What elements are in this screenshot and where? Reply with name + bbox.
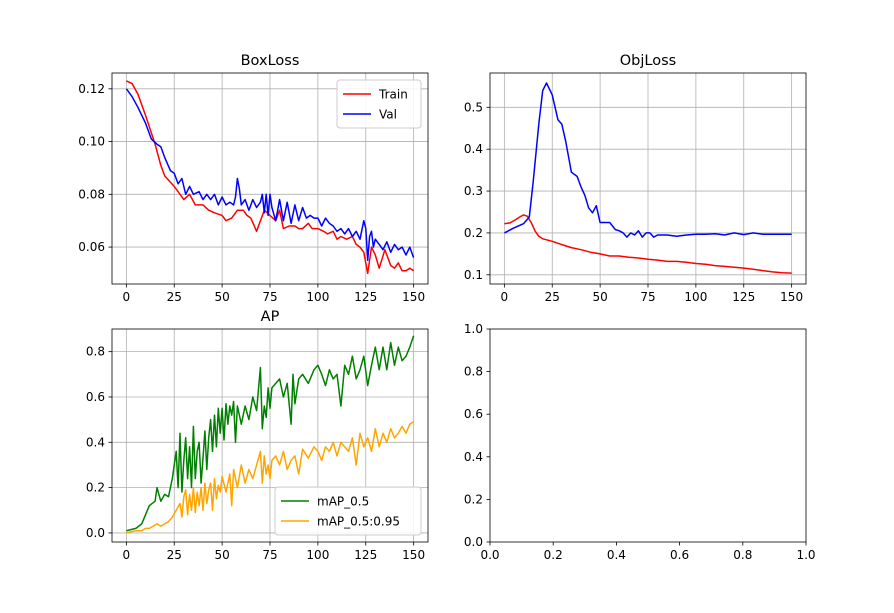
y-tick-label: 0.6 <box>86 390 105 404</box>
axes-frame <box>489 328 807 543</box>
subplot-title: AP <box>261 309 280 325</box>
subplot-0: 0 25 50 75 100 125 150 0.06 0.08 0.10 0.12 BoxLoss T… <box>78 53 429 304</box>
x-tick-label: 0 <box>123 548 131 562</box>
series-line-0 <box>126 335 415 532</box>
legend-box <box>336 79 422 129</box>
x-tick-label: 0 <box>123 290 131 304</box>
y-tick-label: 0.0 <box>464 535 483 549</box>
y-tick-label: 0.4 <box>464 450 483 464</box>
x-tick-label: 100 <box>684 290 707 304</box>
x-tick-label: 0.6 <box>670 548 689 562</box>
series-line-1 <box>504 82 792 238</box>
legend: Train Val <box>336 79 422 129</box>
x-tick-label: 1.0 <box>796 548 815 562</box>
series-line-0 <box>504 214 792 274</box>
y-tick-label: 0.4 <box>464 142 483 156</box>
x-tick-label: 25 <box>167 548 182 562</box>
x-tick-label: 0.4 <box>607 548 626 562</box>
x-tick-label: 150 <box>780 290 803 304</box>
y-tick-label: 0.2 <box>464 492 483 506</box>
x-tick-label: 25 <box>545 290 560 304</box>
x-tick-label: 100 <box>306 548 329 562</box>
subplot-title: BoxLoss <box>241 53 300 69</box>
legend-label: Val <box>379 108 397 122</box>
x-tick-label: 100 <box>306 290 329 304</box>
legend: mAP_0.5 mAP_0.5:0.95 <box>274 486 422 536</box>
x-tick-label: 50 <box>592 290 607 304</box>
y-tick-label: 0.1 <box>464 268 483 282</box>
series-line-1 <box>126 421 414 534</box>
y-tick-label: 0.10 <box>78 135 105 149</box>
subplot-3: 0.0 0.2 0.4 0.6 0.8 1.0 0.0 0.2 0.4 0.6 0.8 1.0 <box>464 322 816 562</box>
subplot-1: 0 25 50 75 100 125 150 0.1 0.2 0.3 0.4 0.5 ObjLoss <box>464 53 807 304</box>
y-tick-label: 0.3 <box>464 184 483 198</box>
y-tick-label: 0.06 <box>78 240 105 254</box>
x-tick-label: 50 <box>214 290 229 304</box>
x-tick-label: 75 <box>262 290 277 304</box>
y-tick-label: 0.5 <box>464 100 483 114</box>
series-line-0 <box>126 80 415 275</box>
y-tick-label: 0.6 <box>464 407 483 421</box>
y-tick-label: 0.8 <box>464 365 483 379</box>
x-tick-label: 150 <box>402 290 425 304</box>
subplot-2: 0 25 50 75 100 125 150 0.0 0.2 0.4 0.6 0.8 AP mAP_0.5… <box>86 309 429 562</box>
legend-box <box>274 486 422 536</box>
x-tick-label: 0.0 <box>480 548 499 562</box>
x-tick-label: 150 <box>402 548 425 562</box>
y-tick-label: 0.4 <box>86 435 105 449</box>
x-tick-label: 0.8 <box>733 548 752 562</box>
y-tick-label: 0.2 <box>464 226 483 240</box>
legend-label: Train <box>378 88 408 102</box>
subplot-title: ObjLoss <box>620 53 676 69</box>
x-tick-label: 25 <box>167 290 182 304</box>
y-tick-label: 0.2 <box>86 481 105 495</box>
y-tick-label: 0.0 <box>86 526 105 540</box>
x-tick-label: 125 <box>354 548 377 562</box>
legend-label: mAP_0.5:0.95 <box>317 515 400 529</box>
y-tick-label: 0.12 <box>78 82 105 96</box>
x-tick-label: 50 <box>214 548 229 562</box>
x-tick-label: 75 <box>640 290 655 304</box>
y-tick-label: 0.8 <box>86 345 105 359</box>
y-tick-label: 1.0 <box>464 322 483 336</box>
x-tick-label: 75 <box>262 548 277 562</box>
x-tick-label: 0 <box>501 290 509 304</box>
series-line-1 <box>125 88 415 262</box>
x-tick-label: 125 <box>732 290 755 304</box>
y-tick-label: 0.08 <box>78 187 105 201</box>
x-tick-label: 0.2 <box>544 548 563 562</box>
legend-label: mAP_0.5 <box>317 495 369 509</box>
x-tick-label: 125 <box>354 290 377 304</box>
